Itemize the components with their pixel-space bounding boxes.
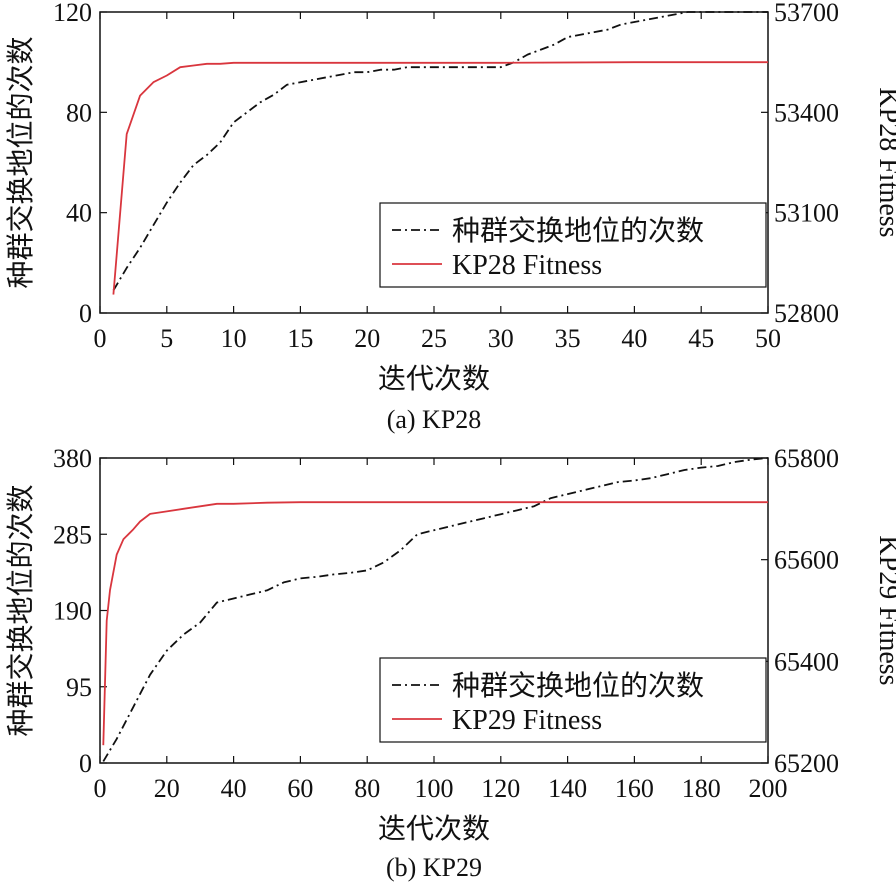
x-tick-label: 50 (755, 324, 781, 353)
x-tick-label: 120 (481, 774, 520, 803)
legend-label-0: 种群交换地位的次数 (452, 215, 704, 247)
y-left-tick-label: 0 (79, 749, 92, 778)
x-tick-label: 0 (94, 774, 107, 803)
y-left-tick-label: 0 (79, 299, 92, 328)
x-tick-label: 60 (287, 774, 313, 803)
y-right-tick-label: 65800 (774, 444, 839, 473)
x-tick-label: 30 (488, 324, 514, 353)
y-right-tick-label: 53700 (774, 0, 839, 27)
x-tick-label: 20 (354, 324, 380, 353)
chart-panel-0: 0 5 10 15 20 25 30 35 40 45 50 0 40 80 120 52800 53100 53… (5, 0, 896, 434)
y-left-tick-label: 190 (53, 597, 92, 626)
y-left-tick-label: 80 (66, 98, 92, 127)
y-right-tick-label: 65200 (774, 749, 839, 778)
y-left-axis-title: 种群交换地位的次数 (5, 484, 37, 736)
series-line-1 (102, 501, 768, 746)
y-right-tick-label: 53400 (774, 98, 839, 127)
y-right-axis-title: KP29 Fitness (873, 535, 896, 685)
x-tick-label: 25 (421, 324, 447, 353)
figure-caption: (b) KP29 (386, 853, 482, 882)
y-left-tick-label: 40 (66, 199, 92, 228)
x-tick-label: 45 (688, 324, 714, 353)
x-tick-label: 40 (621, 324, 647, 353)
x-tick-label: 10 (221, 324, 247, 353)
x-tick-label: 200 (749, 774, 788, 803)
y-right-tick-label: 65400 (774, 647, 839, 676)
y-right-tick-label: 65600 (774, 546, 839, 575)
series-line-1 (112, 61, 768, 295)
x-tick-label: 40 (221, 774, 247, 803)
y-left-axis-title: 种群交换地位的次数 (5, 36, 37, 288)
x-tick-label: 5 (160, 324, 173, 353)
y-left-tick-label: 380 (53, 444, 92, 473)
y-right-tick-label: 53100 (774, 199, 839, 228)
series-line-0 (102, 457, 769, 762)
x-tick-label: 35 (555, 324, 581, 353)
x-tick-label: 140 (548, 774, 587, 803)
x-tick-label: 0 (94, 324, 107, 353)
x-axis-title: 迭代次数 (378, 813, 490, 845)
x-tick-label: 15 (287, 324, 313, 353)
y-left-tick-label: 120 (53, 0, 92, 27)
y-left-tick-label: 95 (66, 673, 92, 702)
x-tick-label: 100 (415, 774, 454, 803)
y-left-tick-label: 285 (53, 520, 92, 549)
x-tick-label: 20 (154, 774, 180, 803)
x-tick-label: 160 (615, 774, 654, 803)
legend-label-0: 种群交换地位的次数 (452, 670, 704, 702)
y-right-axis-title: KP28 Fitness (873, 87, 896, 237)
x-axis-title: 迭代次数 (378, 363, 490, 395)
figure-caption: (a) KP28 (387, 405, 482, 434)
legend-label-1: KP29 Fitness (452, 705, 602, 736)
chart-panel-1: 0 20 40 60 80 100 120 140 160 180 200 0 95 190 285 380 6… (5, 444, 896, 882)
legend-label-1: KP28 Fitness (452, 250, 602, 281)
y-right-tick-label: 52800 (774, 299, 839, 328)
x-tick-label: 180 (682, 774, 721, 803)
legend-box (379, 202, 767, 288)
legend-box (379, 657, 767, 743)
x-tick-label: 80 (354, 774, 380, 803)
